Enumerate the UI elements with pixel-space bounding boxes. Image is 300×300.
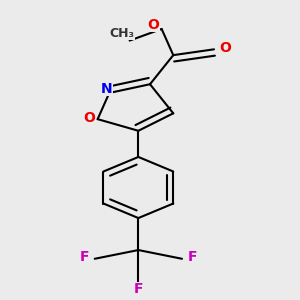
- Text: F: F: [80, 250, 89, 264]
- Text: O: O: [83, 111, 95, 125]
- Text: N: N: [100, 82, 112, 96]
- Text: F: F: [188, 250, 197, 264]
- Text: O: O: [147, 18, 159, 32]
- Text: F: F: [134, 282, 143, 296]
- Text: O: O: [220, 41, 232, 55]
- Text: CH₃: CH₃: [110, 27, 135, 40]
